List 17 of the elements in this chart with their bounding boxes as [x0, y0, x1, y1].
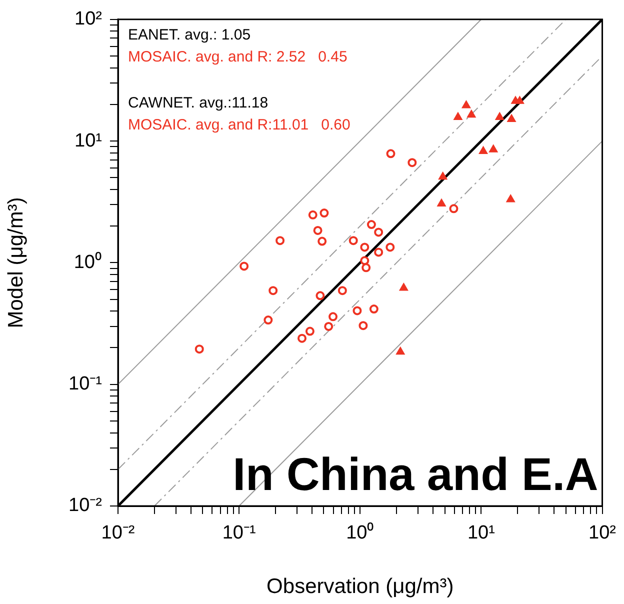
x-tick-label: 10¹: [467, 522, 495, 544]
x-tick-label: 10²: [588, 522, 616, 544]
x-tick-label: 10⁰: [346, 522, 374, 544]
y-tick-label: 10⁰: [74, 250, 102, 273]
y-tick-label: 10⁻²: [68, 495, 102, 516]
x-tick-label: 10⁻¹: [222, 522, 256, 544]
y-tick-label: 10⁻¹: [68, 374, 102, 395]
y-axis-title: Model (μg/m³): [4, 197, 28, 328]
annotation: In China and E.A: [232, 448, 598, 500]
x-tick-label: 10⁻²: [101, 522, 135, 544]
annotation: CAWNET. avg.:11.18: [128, 94, 268, 112]
annotation: MOSAIC. avg. and R:11.01 0.60: [128, 116, 350, 134]
y-tick-label: 10¹: [74, 130, 102, 152]
y-tick-label: 10²: [74, 8, 102, 30]
annotation: MOSAIC. avg. and R: 2.52 0.45: [128, 48, 348, 66]
annotation: EANET. avg.: 1.05: [128, 26, 251, 44]
x-axis-title: Observation (μg/m³): [266, 575, 454, 598]
